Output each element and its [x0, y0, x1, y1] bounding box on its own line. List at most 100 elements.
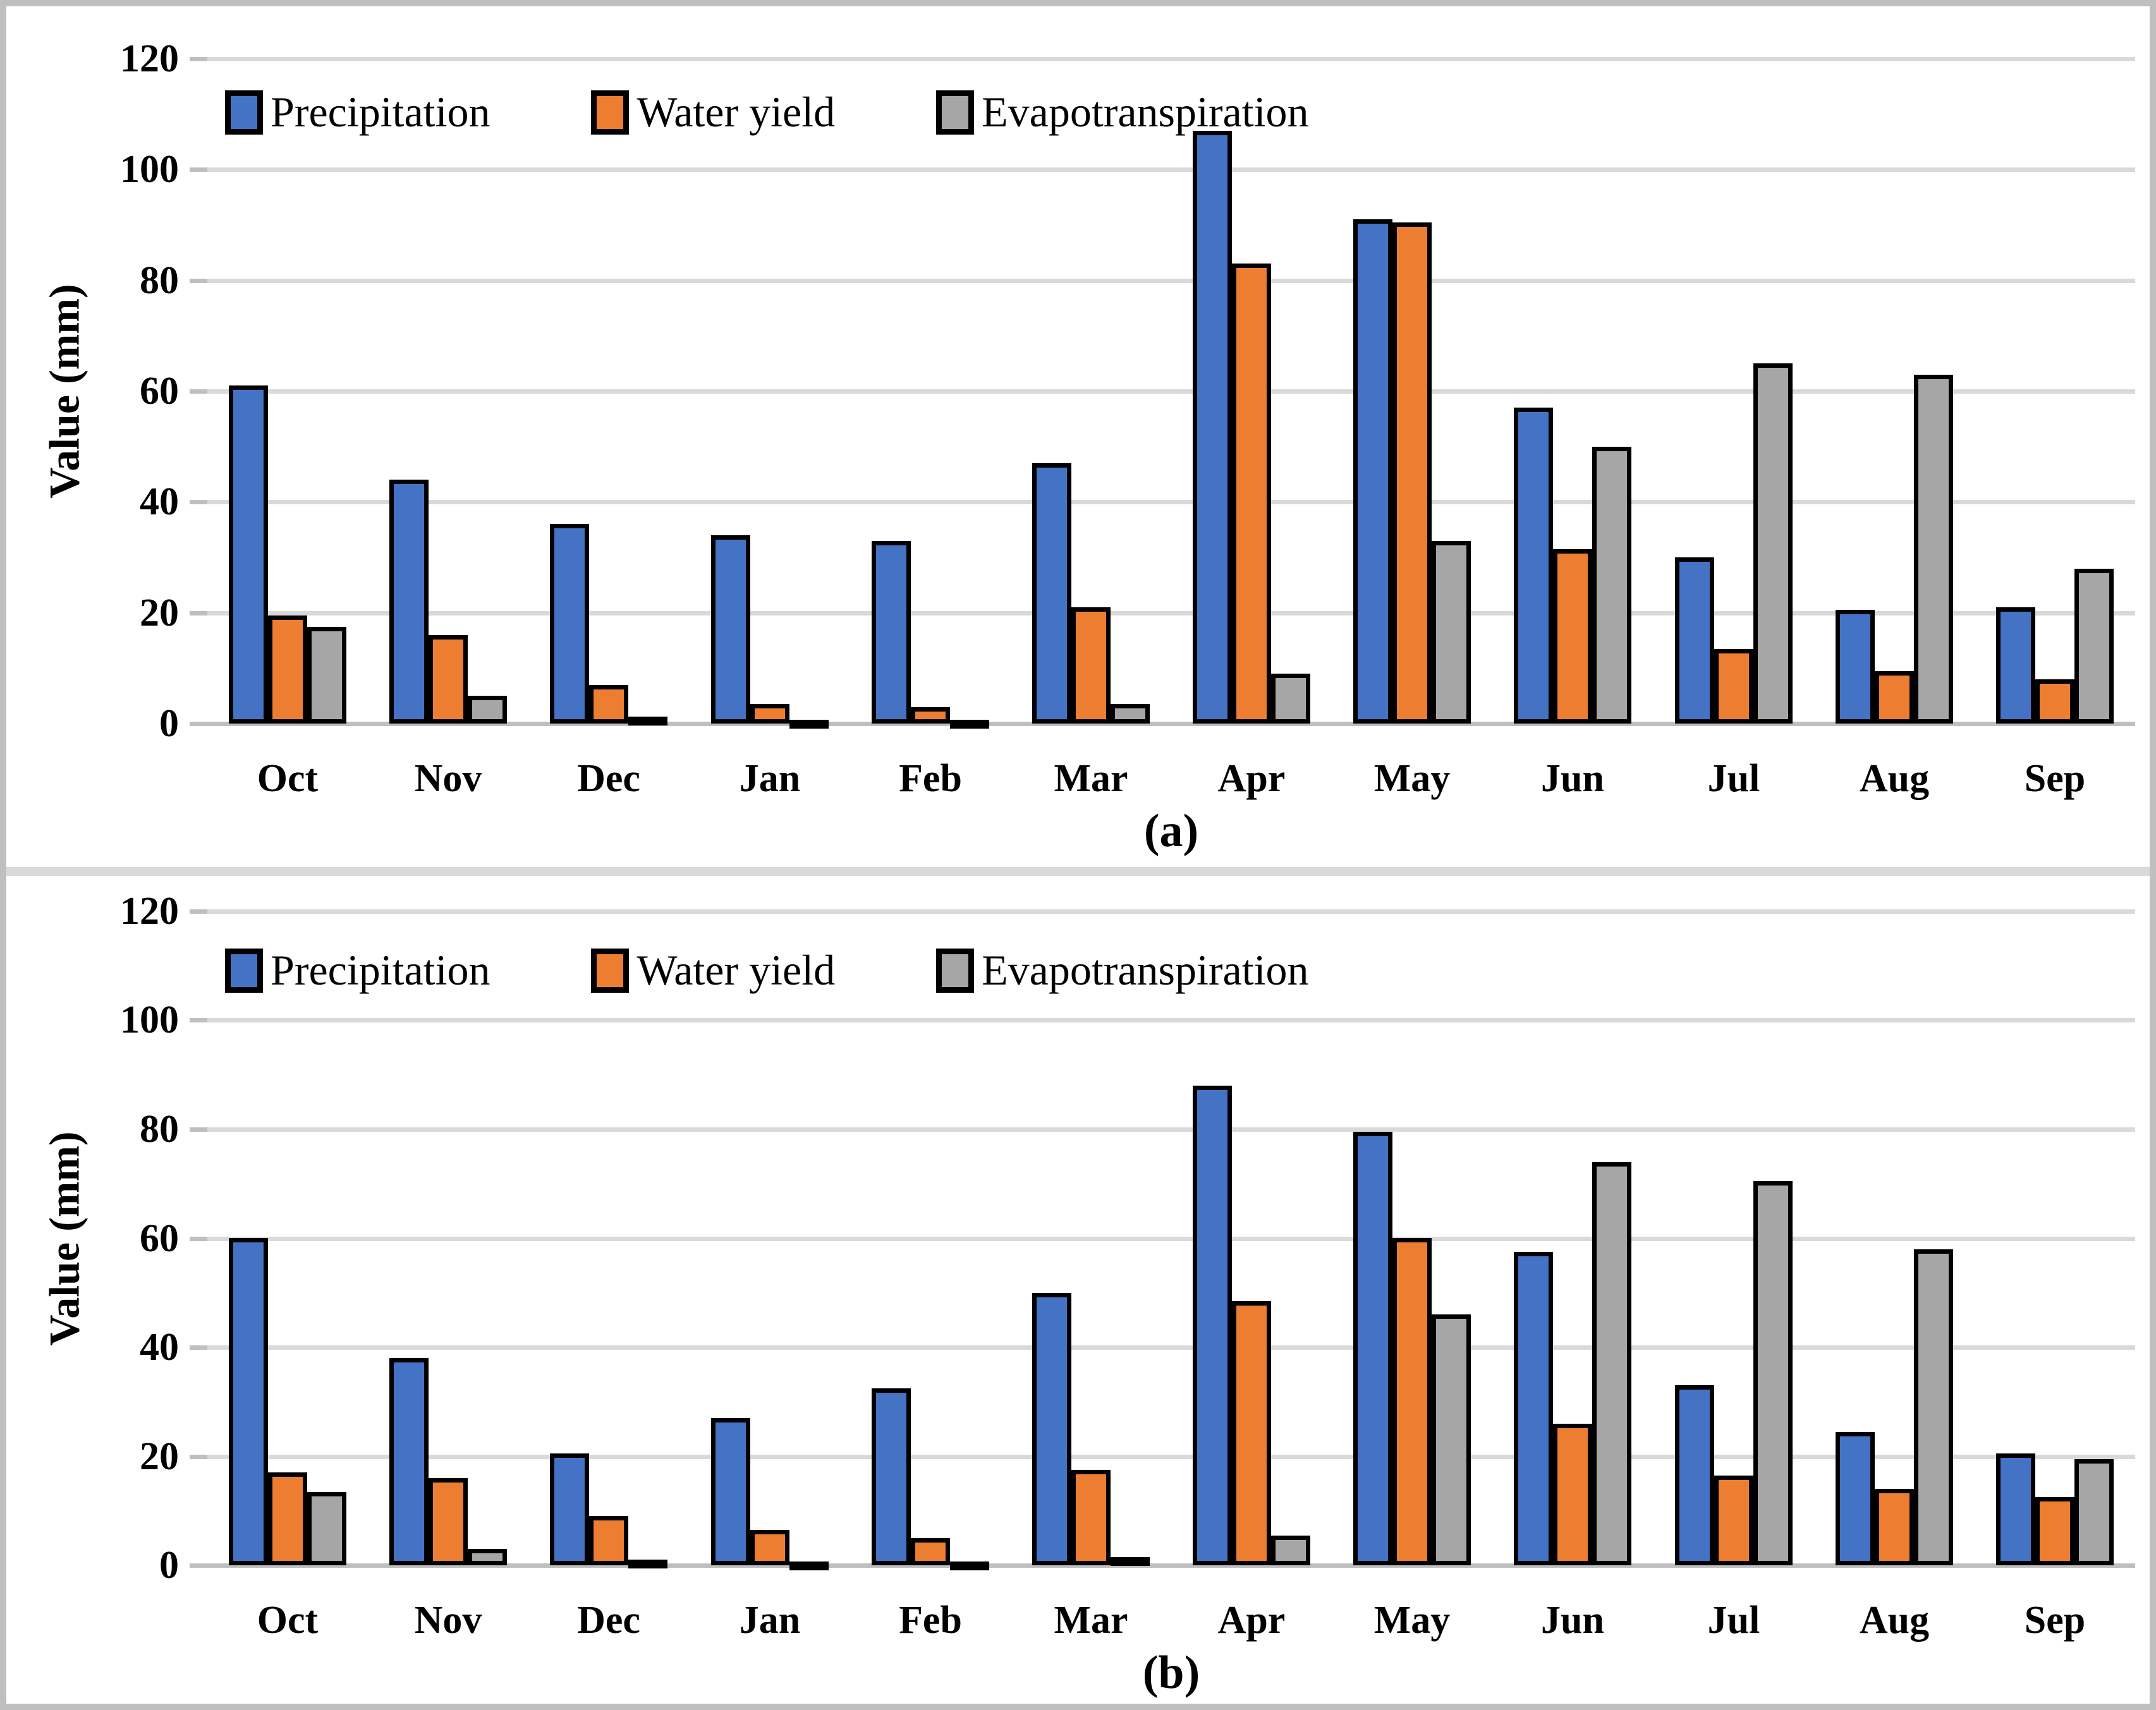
- legend-label: Water yield: [636, 88, 836, 136]
- bar-evapotranspiration-mar: [1111, 704, 1150, 724]
- x-tick-label: May: [1373, 757, 1451, 800]
- x-tick-label: Feb: [899, 1599, 962, 1642]
- bar-precipitation-nov: [389, 480, 429, 724]
- bar-precipitation-mar: [1032, 1293, 1071, 1565]
- gridline: [207, 1237, 2135, 1241]
- x-tick-label: Jun: [1541, 757, 1604, 800]
- gridline: [207, 167, 2135, 172]
- legend-item-evapotranspiration: Evapotranspiration: [936, 945, 1309, 995]
- x-axis-line: [207, 1563, 2135, 1568]
- x-tick-label: May: [1373, 1599, 1451, 1642]
- y-tick-mark: [190, 909, 207, 914]
- y-tick-mark: [190, 611, 207, 615]
- x-tick-label: Nov: [414, 1599, 482, 1642]
- x-tick-label: Dec: [577, 757, 640, 800]
- legend-item-precipitation: Precipitation: [225, 945, 490, 995]
- bar-water-yield-oct: [268, 1472, 307, 1565]
- y-tick-label: 0: [159, 1544, 179, 1587]
- legend-item-precipitation: Precipitation: [225, 87, 490, 137]
- panel-divider: [6, 867, 2150, 876]
- bar-evapotranspiration-jun: [1592, 1162, 1631, 1565]
- bar-water-yield-jun: [1553, 549, 1592, 724]
- legend-label: Precipitation: [271, 946, 490, 994]
- legend: Precipitation Water yield Evapotranspirati…: [225, 87, 1309, 137]
- x-tick-label: Sep: [2024, 757, 2086, 800]
- y-tick-label: 80: [140, 259, 179, 302]
- legend-label: Water yield: [636, 946, 836, 994]
- bar-precipitation-sep: [1996, 1453, 2035, 1565]
- y-axis-title: Value (mm): [40, 1131, 88, 1346]
- legend-item-water-yield: Water yield: [591, 87, 835, 137]
- legend-swatch-precipitation: [225, 948, 263, 993]
- bar-precipitation-jun: [1514, 1252, 1553, 1565]
- bar-evapotranspiration-feb: [950, 720, 989, 729]
- y-tick-label: 20: [140, 591, 179, 634]
- bar-evapotranspiration-may: [1432, 541, 1471, 724]
- gridline: [207, 1127, 2135, 1132]
- bar-precipitation-oct: [229, 385, 268, 724]
- bar-water-yield-mar: [1071, 607, 1111, 724]
- gridline: [207, 1345, 2135, 1350]
- x-tick-label: Jan: [739, 1599, 801, 1642]
- x-tick-label: Jun: [1541, 1599, 1604, 1642]
- x-tick-label: Dec: [577, 1599, 640, 1642]
- bar-evapotranspiration-oct: [307, 1492, 346, 1565]
- y-tick-mark: [190, 500, 207, 504]
- bar-evapotranspiration-may: [1432, 1314, 1471, 1565]
- y-tick-mark: [190, 279, 207, 283]
- y-tick-mark: [190, 1018, 207, 1022]
- gridline: [207, 909, 2135, 914]
- bar-precipitation-sep: [1996, 607, 2035, 724]
- legend-label: Precipitation: [271, 88, 490, 136]
- bar-precipitation-oct: [229, 1238, 268, 1565]
- y-tick-label: 40: [140, 1326, 179, 1369]
- bar-water-yield-jun: [1553, 1424, 1592, 1565]
- bar-precipitation-jan: [711, 1418, 750, 1565]
- bar-evapotranspiration-mar: [1111, 1557, 1150, 1566]
- bar-water-yield-sep: [2035, 1497, 2074, 1565]
- gridline: [207, 1018, 2135, 1022]
- x-tick-label: Aug: [1859, 1599, 1930, 1642]
- bar-evapotranspiration-sep: [2074, 1459, 2114, 1565]
- legend-swatch-precipitation: [225, 90, 263, 135]
- bar-precipitation-dec: [550, 1453, 589, 1565]
- y-tick-label: 100: [120, 148, 179, 191]
- bar-evapotranspiration-nov: [468, 696, 507, 724]
- panel-b: 0 20 40 60 80 100 120 Oct Nov Dec Jan Feb Mar Apr May J…: [6, 876, 2150, 1704]
- y-tick-mark: [190, 167, 207, 172]
- bar-evapotranspiration-oct: [307, 627, 346, 724]
- bar-water-yield-dec: [589, 685, 628, 724]
- bar-precipitation-dec: [550, 524, 589, 724]
- gridline: [207, 389, 2135, 394]
- bar-precipitation-may: [1353, 1132, 1392, 1565]
- bar-precipitation-aug: [1836, 610, 1875, 724]
- x-tick-label: Mar: [1054, 757, 1128, 800]
- y-tick-mark: [190, 57, 207, 61]
- x-tick-label: Oct: [257, 1599, 319, 1642]
- bar-water-yield-jan: [750, 1530, 789, 1565]
- legend-item-water-yield: Water yield: [591, 945, 835, 995]
- legend-swatch-evapotranspiration: [936, 948, 975, 993]
- bar-evapotranspiration-jul: [1753, 363, 1793, 724]
- bar-evapotranspiration-jan: [789, 720, 829, 729]
- bar-water-yield-nov: [429, 635, 468, 724]
- y-tick-label: 120: [120, 890, 179, 933]
- bar-evapotranspiration-nov: [468, 1549, 507, 1565]
- bar-water-yield-aug: [1875, 1489, 1914, 1565]
- bar-evapotranspiration-jul: [1753, 1181, 1793, 1565]
- bar-precipitation-nov: [389, 1358, 429, 1565]
- y-tick-label: 120: [120, 37, 179, 80]
- x-tick-label: Apr: [1217, 757, 1286, 800]
- y-tick-label: 40: [140, 480, 179, 523]
- bar-evapotranspiration-sep: [2074, 569, 2114, 724]
- gridline: [207, 279, 2135, 283]
- bar-evapotranspiration-jun: [1592, 447, 1631, 724]
- x-tick-label: Aug: [1859, 757, 1930, 800]
- bar-precipitation-jan: [711, 535, 750, 724]
- bar-precipitation-feb: [872, 1388, 911, 1565]
- y-tick-mark: [190, 722, 207, 726]
- bar-evapotranspiration-aug: [1914, 375, 1953, 724]
- legend-label: Evapotranspiration: [982, 88, 1309, 136]
- y-tick-mark: [190, 1237, 207, 1241]
- bar-water-yield-may: [1392, 222, 1432, 724]
